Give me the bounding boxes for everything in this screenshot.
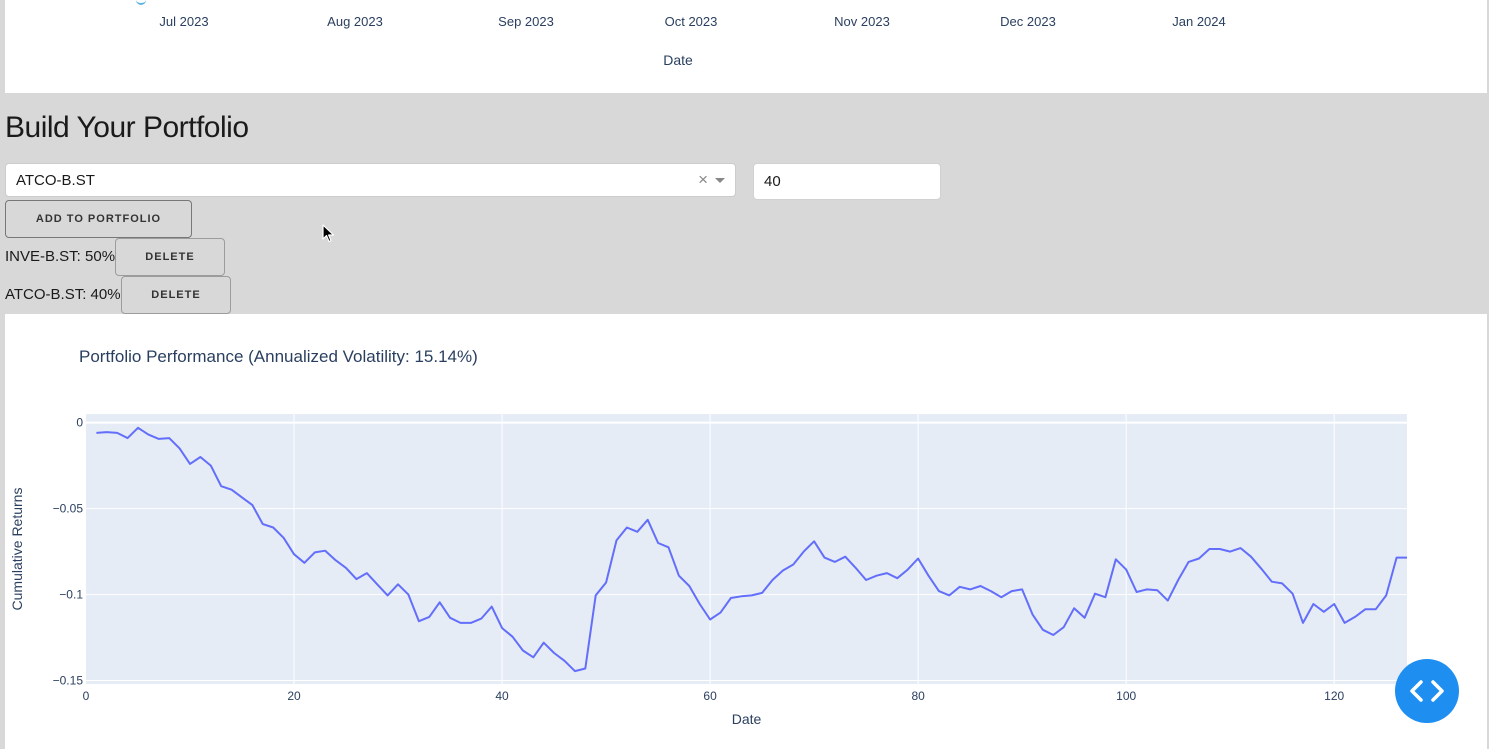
x-tick-label: 0 <box>83 689 90 703</box>
y-axis-label: Cumulative Returns <box>9 488 25 611</box>
series-line[interactable] <box>96 426 1407 673</box>
plot-area <box>86 414 1407 684</box>
top-chart-x-tick: Dec 2023 <box>1000 14 1056 29</box>
y-tick-label: −0.15 <box>53 674 84 688</box>
chevron-down-icon[interactable] <box>715 178 725 183</box>
y-tick-label: −0.05 <box>53 502 84 516</box>
delete-holding-button[interactable]: Delete <box>115 238 225 276</box>
x-tick-label: 120 <box>1324 689 1344 703</box>
weight-input[interactable] <box>753 163 941 200</box>
top-chart-x-tick: Oct 2023 <box>664 14 718 29</box>
ticker-dropdown[interactable]: ATCO-B.ST × <box>5 163 736 197</box>
top-chart-x-axis-label: Date <box>663 52 693 68</box>
holding-label: ATCO-B.ST: 40% <box>5 286 121 303</box>
chart-title: Portfolio Performance (Annualized Volati… <box>79 347 478 366</box>
x-tick-label: 80 <box>911 689 925 703</box>
x-tick-label: 60 <box>703 689 717 703</box>
code-toggle-button[interactable] <box>1395 659 1459 723</box>
x-tick-label: 100 <box>1116 689 1136 703</box>
top-chart-x-tick: Sep 2023 <box>498 14 554 29</box>
holding-label: INVE-B.ST: 50% <box>5 248 116 265</box>
grid-lines <box>86 414 1407 684</box>
top-chart-x-tick: Aug 2023 <box>327 14 383 29</box>
mouse-pointer-icon <box>322 224 335 243</box>
ticker-dropdown-value: ATCO-B.ST <box>16 172 95 189</box>
series-lines <box>96 426 1407 673</box>
performance-chart[interactable]: 0 20 40 60 80 100 120 0 −0.05 −0.1 −0.15 Date Cumu… <box>5 314 1487 749</box>
y-tick-label: −0.1 <box>59 588 83 602</box>
code-brackets-icon <box>1410 680 1444 702</box>
top-chart-x-tick: Jan 2024 <box>1172 14 1226 29</box>
axis-ticks: 0 20 40 60 80 100 120 0 −0.05 −0.1 −0.15 <box>53 416 1345 703</box>
y-tick-label: 0 <box>76 416 83 430</box>
add-to-portfolio-button[interactable]: Add to Portfolio <box>5 200 192 238</box>
x-tick-label: 20 <box>287 689 301 703</box>
section-title: Build Your Portfolio <box>5 111 249 144</box>
top-chart-x-tick: Nov 2023 <box>834 14 890 29</box>
top-chart-line-fragment <box>136 0 146 5</box>
performance-chart-panel: Portfolio Performance (Annualized Volati… <box>5 314 1487 749</box>
x-tick-label: 40 <box>495 689 509 703</box>
delete-holding-button[interactable]: Delete <box>121 276 231 314</box>
top-chart-x-tick: Jul 2023 <box>159 14 209 29</box>
top-chart-panel: Jul 2023 Aug 2023 Sep 2023 Oct 2023 Nov … <box>5 0 1487 93</box>
x-axis-label: Date <box>732 711 762 727</box>
clear-icon[interactable]: × <box>698 170 708 189</box>
